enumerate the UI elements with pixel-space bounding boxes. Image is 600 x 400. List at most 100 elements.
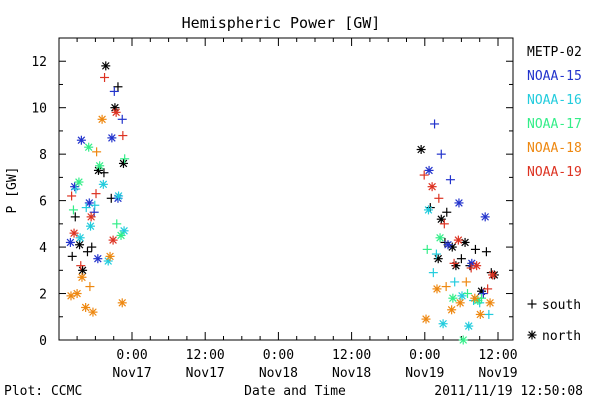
north-point — [448, 293, 458, 303]
legend-entry: NOAA-16 — [527, 93, 582, 108]
north-point — [453, 235, 463, 245]
north-point — [65, 237, 75, 247]
x-tick-date-label: Nov19 — [478, 366, 517, 381]
x-axis-label: Date and Time — [244, 384, 346, 399]
north-point — [464, 321, 474, 331]
north-point — [470, 293, 480, 303]
north-point — [107, 133, 117, 143]
south-point — [419, 170, 429, 180]
y-tick-label: 8 — [39, 148, 47, 163]
north-point — [75, 233, 85, 243]
north-point — [427, 182, 437, 192]
north-point — [475, 309, 485, 319]
south-point — [100, 72, 110, 82]
x-tick-time-label: 12:00 — [332, 348, 371, 363]
north-point — [78, 265, 88, 275]
x-tick-date-label: Nov17 — [186, 366, 225, 381]
north-point — [105, 251, 115, 261]
legend-entry: NOAA-19 — [527, 165, 582, 180]
north-point — [424, 165, 434, 175]
y-axis-label: P [GW] — [5, 167, 20, 214]
north-point — [460, 237, 470, 247]
north-point — [76, 135, 86, 145]
south-point — [109, 86, 119, 96]
south-point — [85, 282, 95, 292]
north-point — [447, 305, 457, 315]
x-tick-time-label: 0:00 — [409, 348, 440, 363]
x-tick-date-label: Nov17 — [112, 366, 151, 381]
south-point — [478, 289, 488, 299]
south-point — [436, 149, 446, 159]
south-point — [68, 205, 78, 215]
north-point — [472, 261, 482, 271]
legend-entry: METP-02 — [527, 45, 582, 60]
x-tick-time-label: 12:00 — [186, 348, 225, 363]
marker-legend-label: south — [542, 298, 581, 313]
north-point — [111, 107, 121, 117]
south-point — [81, 203, 91, 213]
x-tick-date-label: Nov18 — [332, 366, 371, 381]
south-point — [484, 309, 494, 319]
north-point — [416, 145, 426, 155]
north-point — [88, 307, 98, 317]
south-point — [442, 207, 452, 217]
plot-frame — [58, 37, 514, 341]
north-point — [480, 212, 490, 222]
south-point — [118, 131, 128, 141]
north-point — [86, 212, 96, 222]
south-point — [450, 277, 460, 287]
north-point — [84, 198, 94, 208]
south-point — [89, 207, 99, 217]
south-point — [91, 189, 101, 199]
north-point — [488, 270, 498, 280]
north-point — [74, 177, 84, 187]
south-point — [120, 154, 130, 164]
x-tick-time-label: 0:00 — [116, 348, 147, 363]
north-point — [455, 298, 465, 308]
data-points — [65, 61, 499, 345]
north-point — [98, 179, 108, 189]
north-point — [457, 291, 467, 301]
north-point — [110, 103, 120, 113]
north-point — [86, 221, 96, 231]
north-point — [438, 319, 448, 329]
x-axis-ticks: 0:00 Nov17 12:00 Nov17 0:00 Nov18 12:00 Nov18 0:… — [76, 38, 518, 381]
plot-timestamp: 2011/11/19 12:50:08 — [434, 384, 583, 399]
y-tick-label: 6 — [39, 195, 47, 210]
north-point — [75, 240, 85, 250]
south-point — [99, 168, 109, 178]
y-tick-label: 10 — [31, 102, 47, 117]
south-point — [439, 219, 449, 229]
south-point — [87, 242, 97, 252]
legend-plus-marker — [527, 299, 537, 309]
north-point — [436, 214, 446, 224]
legend-entry: NOAA-15 — [527, 69, 582, 84]
south-point — [434, 193, 444, 203]
south-point — [463, 289, 472, 299]
north-point — [454, 198, 464, 208]
north-point — [485, 298, 495, 308]
legend-star-marker — [527, 330, 537, 340]
north-point — [116, 230, 126, 240]
south-point — [431, 249, 441, 259]
south-point — [422, 244, 432, 254]
north-point — [117, 298, 127, 308]
south-point — [449, 258, 459, 268]
x-tick-time-label: 12:00 — [478, 348, 517, 363]
south-point — [430, 119, 440, 129]
y-tick-label: 12 — [31, 55, 47, 70]
south-point — [82, 247, 92, 257]
y-tick-label: 2 — [39, 288, 47, 303]
south-point — [90, 200, 100, 210]
north-point — [432, 284, 442, 294]
marker-legend-label: north — [542, 329, 581, 344]
plot-credit: Plot: CCMC — [4, 384, 82, 399]
south-point — [461, 277, 471, 287]
y-axis-ticks: 0 2 4 6 8 10 12 — [31, 55, 513, 349]
south-point — [441, 282, 451, 292]
y-tick-label: 4 — [39, 241, 47, 256]
north-point — [435, 233, 445, 243]
x-tick-date-label: Nov19 — [405, 366, 444, 381]
south-point — [70, 212, 80, 222]
